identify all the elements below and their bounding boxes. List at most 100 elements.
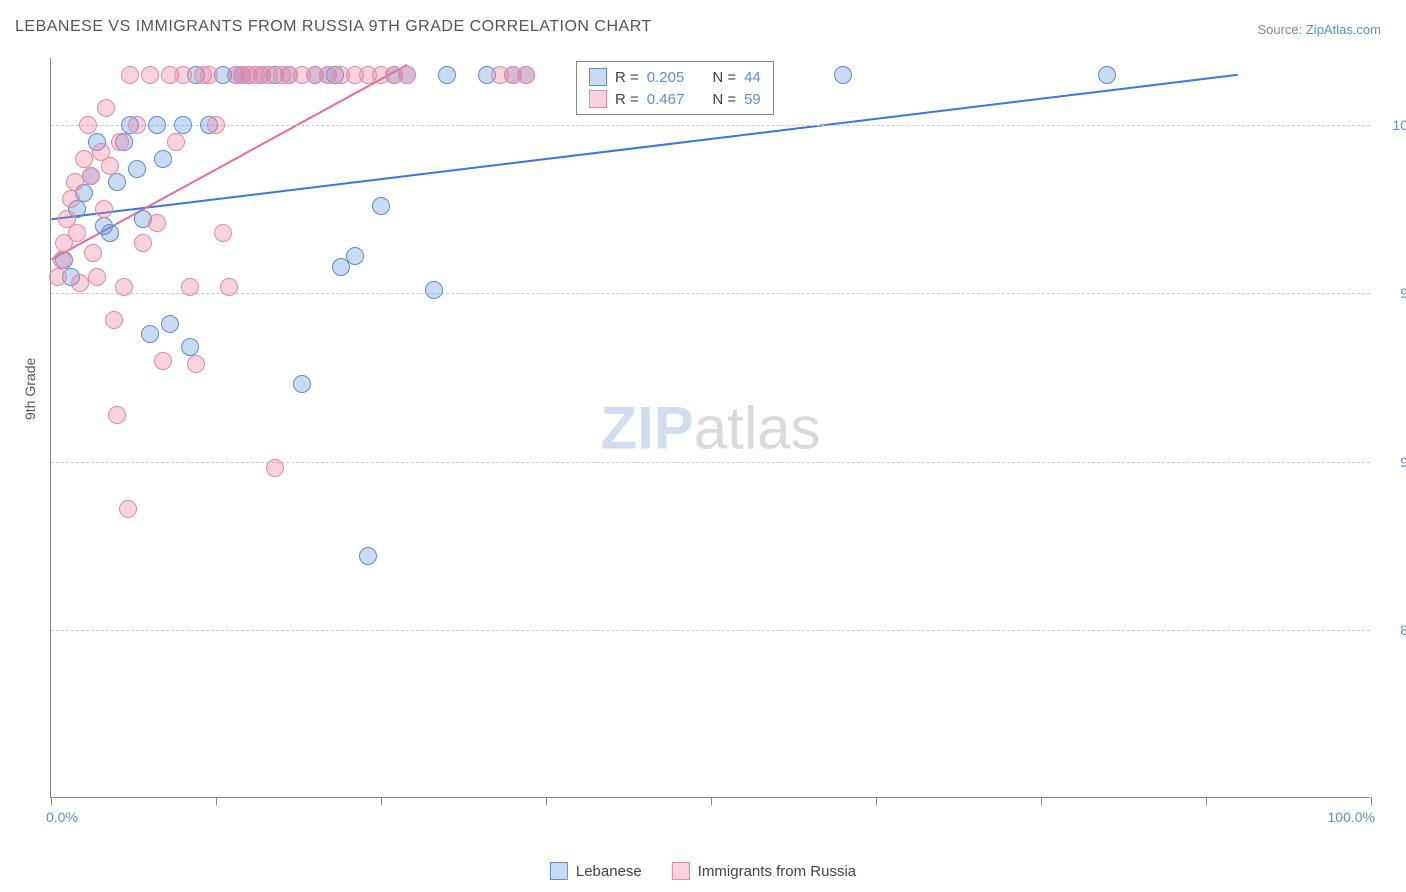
- scatter-point: [71, 274, 89, 292]
- scatter-point: [174, 116, 192, 134]
- scatter-point: [167, 133, 185, 151]
- n-value: 59: [744, 91, 761, 108]
- stats-row: R = 0.205 N = 44: [589, 66, 761, 88]
- scatter-point: [105, 311, 123, 329]
- scatter-point: [128, 116, 146, 134]
- legend: Lebanese Immigrants from Russia: [550, 862, 856, 880]
- gridline: [51, 462, 1370, 463]
- x-tick: [1041, 797, 1042, 805]
- scatter-point: [134, 234, 152, 252]
- scatter-point: [53, 251, 71, 269]
- scatter-point: [148, 116, 166, 134]
- scatter-point: [398, 66, 416, 84]
- scatter-point: [121, 66, 139, 84]
- watermark-light: atlas: [694, 394, 821, 461]
- source-link[interactable]: ZipAtlas.com: [1306, 22, 1381, 37]
- scatter-point: [101, 224, 119, 242]
- scatter-point: [181, 338, 199, 356]
- scatter-point: [154, 150, 172, 168]
- scatter-point: [119, 500, 137, 518]
- x-tick: [711, 797, 712, 805]
- scatter-point: [834, 66, 852, 84]
- r-label: R =: [615, 91, 639, 108]
- x-tick: [876, 797, 877, 805]
- scatter-chart: ZIPatlas R =0.205N =44R =0.467N =59 0.0%…: [50, 58, 1370, 798]
- scatter-point: [1098, 66, 1116, 84]
- scatter-point: [97, 99, 115, 117]
- scatter-point: [207, 116, 225, 134]
- stats-box: R = 0.205 N = 44 R = 0.467 N = 59: [576, 61, 774, 115]
- series-swatch: [589, 68, 607, 86]
- scatter-point: [82, 167, 100, 185]
- scatter-point: [154, 352, 172, 370]
- regression-lines: [51, 58, 1370, 797]
- scatter-point: [148, 214, 166, 232]
- scatter-point: [346, 247, 364, 265]
- gridline: [51, 125, 1370, 126]
- x-tick: [51, 797, 52, 805]
- chart-title: LEBANESE VS IMMIGRANTS FROM RUSSIA 9TH G…: [15, 18, 652, 36]
- source-attribution: Source: ZipAtlas.com: [1257, 22, 1381, 37]
- gridline: [51, 293, 1370, 294]
- scatter-point: [214, 224, 232, 242]
- scatter-point: [425, 281, 443, 299]
- scatter-point: [517, 66, 535, 84]
- scatter-point: [68, 224, 86, 242]
- legend-item: Immigrants from Russia: [672, 862, 856, 880]
- scatter-point: [95, 200, 113, 218]
- scatter-point: [128, 160, 146, 178]
- y-tick-label: 85.0%: [1380, 622, 1406, 638]
- x-tick: [1206, 797, 1207, 805]
- scatter-point: [220, 278, 238, 296]
- scatter-point: [174, 66, 192, 84]
- scatter-point: [115, 278, 133, 296]
- scatter-point: [293, 375, 311, 393]
- stats-row: R = 0.467 N = 59: [589, 88, 761, 110]
- r-value: 0.467: [647, 91, 685, 108]
- scatter-point: [359, 547, 377, 565]
- legend-label: Lebanese: [576, 863, 642, 880]
- x-axis-min-label: 0.0%: [46, 809, 78, 825]
- n-label: N =: [712, 69, 736, 86]
- y-tick-label: 100.0%: [1380, 117, 1406, 133]
- scatter-point: [187, 355, 205, 373]
- legend-swatch: [672, 862, 690, 880]
- scatter-point: [108, 173, 126, 191]
- legend-swatch: [550, 862, 568, 880]
- y-tick-label: 90.0%: [1380, 454, 1406, 470]
- scatter-point: [108, 406, 126, 424]
- scatter-point: [200, 66, 218, 84]
- x-axis-max-label: 100.0%: [1328, 809, 1375, 825]
- x-tick: [216, 797, 217, 805]
- scatter-point: [438, 66, 456, 84]
- series-swatch: [589, 90, 607, 108]
- scatter-point: [266, 459, 284, 477]
- scatter-point: [79, 116, 97, 134]
- gridline: [51, 630, 1370, 631]
- r-value: 0.205: [647, 69, 685, 86]
- n-value: 44: [744, 69, 761, 86]
- scatter-point: [88, 268, 106, 286]
- scatter-point: [49, 268, 67, 286]
- scatter-point: [161, 315, 179, 333]
- x-tick: [381, 797, 382, 805]
- scatter-point: [141, 325, 159, 343]
- scatter-point: [181, 278, 199, 296]
- watermark-bold: ZIP: [600, 394, 693, 461]
- x-tick: [546, 797, 547, 805]
- scatter-point: [111, 133, 129, 151]
- source-prefix: Source:: [1257, 22, 1305, 37]
- y-axis-title: 9th Grade: [22, 358, 38, 420]
- scatter-point: [101, 157, 119, 175]
- scatter-point: [62, 190, 80, 208]
- watermark: ZIPatlas: [600, 393, 820, 462]
- y-tick-label: 95.0%: [1380, 285, 1406, 301]
- legend-label: Immigrants from Russia: [698, 863, 856, 880]
- r-label: R =: [615, 69, 639, 86]
- scatter-point: [75, 150, 93, 168]
- n-label: N =: [712, 91, 736, 108]
- scatter-point: [372, 197, 390, 215]
- legend-item: Lebanese: [550, 862, 642, 880]
- scatter-point: [141, 66, 159, 84]
- scatter-point: [84, 244, 102, 262]
